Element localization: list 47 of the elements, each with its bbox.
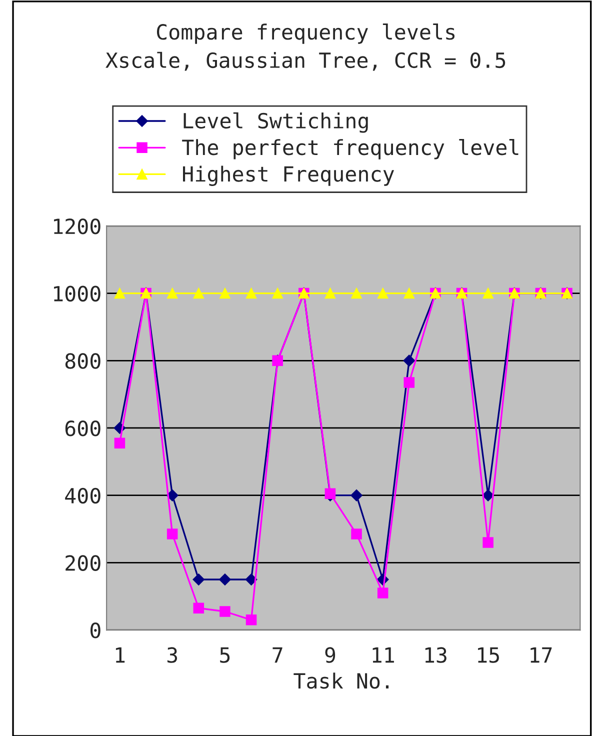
point — [246, 288, 257, 299]
point — [220, 288, 230, 299]
x-tick-label: 1 — [116, 647, 125, 663]
y-tick-label: 800 — [65, 353, 100, 369]
point — [377, 588, 388, 598]
point — [403, 354, 416, 367]
x-tick-label: 17 — [530, 647, 552, 663]
y-tick-label: 400 — [65, 488, 100, 504]
point — [166, 489, 178, 502]
point — [404, 288, 415, 299]
y-tick-label: 600 — [65, 420, 100, 436]
x-tick-label: 5 — [220, 647, 230, 663]
y-tick-label: 0 — [90, 622, 100, 638]
point — [482, 288, 494, 299]
point — [114, 288, 126, 299]
point — [246, 614, 257, 626]
point — [192, 574, 205, 586]
point — [166, 528, 178, 540]
point — [377, 288, 388, 299]
point — [324, 288, 336, 299]
point — [350, 489, 362, 502]
y-tick-label: 1200 — [54, 218, 100, 234]
point — [482, 489, 494, 502]
legend-label: Highest Frequency — [183, 166, 394, 186]
point — [404, 377, 415, 388]
point — [219, 574, 231, 586]
x-tick-label: 13 — [425, 647, 446, 663]
x-tick-label: 9 — [325, 647, 336, 663]
x-axis-title: Task No. — [294, 672, 389, 689]
point — [193, 288, 204, 299]
chart-title: Compare frequency levels Xscale, Gaussian Tree, CCR = 0.5 — [106, 24, 506, 71]
point — [482, 537, 494, 548]
x-tick-label: 3 — [167, 647, 178, 663]
point — [193, 602, 204, 614]
point — [114, 438, 126, 449]
point — [220, 606, 230, 617]
x-tick-label: 15 — [478, 647, 499, 663]
x-tick-label: 7 — [272, 647, 282, 663]
legend-label: The perfect frequency level — [182, 139, 518, 160]
y-tick-label: 1000 — [54, 286, 100, 302]
x-tick-label: 11 — [372, 647, 394, 663]
point — [351, 528, 362, 540]
point — [272, 288, 283, 299]
legend-label: Level Swtiching — [184, 112, 368, 133]
point — [351, 288, 362, 299]
y-tick-label: 200 — [66, 555, 100, 571]
point — [166, 288, 178, 299]
